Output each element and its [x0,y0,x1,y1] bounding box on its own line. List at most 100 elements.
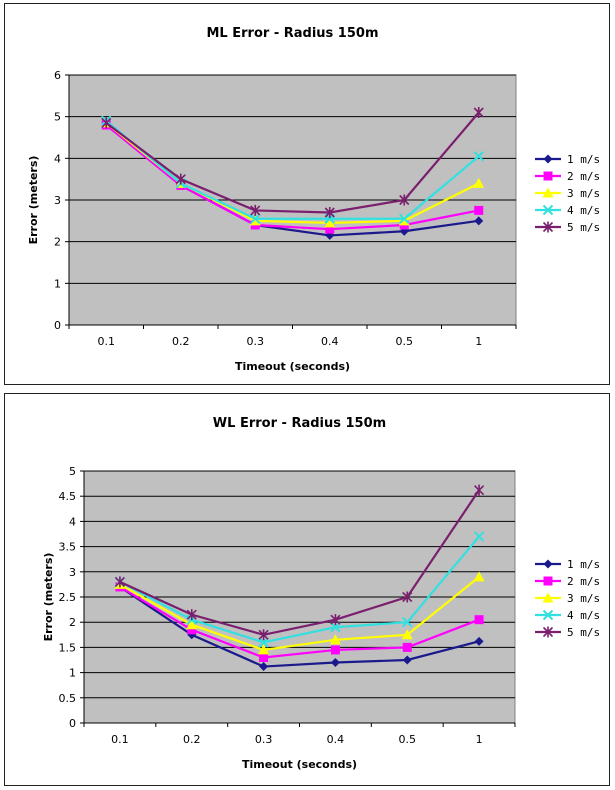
series-line [119,535,480,644]
data-point [473,571,485,582]
legend-label: 1 m/s [567,558,600,571]
y-tick-label: 2.5 [59,591,77,604]
y-tick-label: 4 [69,515,76,528]
x-tick-label: 0.1 [111,733,129,746]
series-5 [114,484,485,641]
legend-item: 2 m/s [535,575,600,588]
x-tick-label: 0.5 [399,733,417,746]
data-point [399,213,410,224]
data-point [258,637,269,648]
x-tick-label: 0.5 [396,335,414,348]
y-tick-label: 2 [54,236,61,249]
legend-marker [542,187,554,198]
data-point [250,204,261,216]
chart-title: WL Error - Radius 150m [213,416,386,431]
legend-label: 4 m/s [567,204,600,217]
legend-label: 2 m/s [567,575,600,588]
legend-item: 5 m/s [535,221,600,234]
legend-label: 5 m/s [567,626,600,639]
data-point [187,630,197,640]
y-tick-label: 1 [54,277,61,290]
legend-item: 4 m/s [535,609,600,622]
legend-marker [542,626,554,638]
y-tick-label: 3.5 [59,541,77,554]
data-point [258,629,269,641]
data-point [474,615,484,625]
legend-item: 2 m/s [535,170,600,183]
ml-error-chart-panel: ML Error - Radius 150m 0 1 2 3 4 5 6 0.1 0.2 0.3 0.… [4,3,610,385]
data-point [474,636,484,646]
ml-error-chart: ML Error - Radius 150m 0 1 2 3 4 5 6 0.1 0.2 0.3 0.… [27,26,600,373]
wl-error-chart: WL Error - Radius 150m 0 0.5 1 1.5 2 2.5 3 3.5 4 4… [42,416,600,771]
legend-label: 4 m/s [567,609,600,622]
legend-item: 3 m/s [535,592,600,605]
data-point [325,224,335,234]
data-point [259,652,269,662]
data-point [259,662,269,672]
legend-label: 3 m/s [567,592,600,605]
data-point [473,177,485,188]
data-point [258,644,270,655]
data-point [330,658,340,668]
y-tick-label: 5 [69,465,76,478]
data-point [186,609,197,621]
data-point [402,591,413,603]
data-point [186,619,198,630]
data-point [175,173,186,185]
data-point [330,645,340,655]
y-tick-label: 3 [69,566,76,579]
legend-label: 2 m/s [567,170,600,183]
data-point [402,616,413,628]
legend-item: 4 m/s [535,204,600,217]
legend-item: 1 m/s [535,153,600,166]
chart-title: ML Error - Radius 150m [207,26,379,41]
data-point [399,194,410,206]
x-tick-label: 1 [475,335,482,348]
wl-error-chart-panel: WL Error - Radius 150m 0 0.5 1 1.5 2 2.5 3 3.5 4 4… [4,393,610,786]
y-tick-label: 5 [54,111,61,124]
x-axis-label: Timeout (seconds) [242,758,357,771]
y-tick-label: 0.5 [59,692,77,705]
x-tick-label: 0.2 [183,733,201,746]
data-point [474,205,484,215]
legend-label: 5 m/s [567,221,600,234]
legend-label: 3 m/s [567,187,600,200]
series-line [119,489,480,636]
x-tick-label: 0.4 [321,335,339,348]
y-tick-label: 0 [54,319,61,332]
y-tick-label: 4.5 [59,490,77,503]
x-tick-label: 0.3 [255,733,273,746]
legend-label: 1 m/s [567,153,600,166]
x-tick-label: 0.1 [98,335,116,348]
legend-marker [542,204,554,216]
y-tick-label: 2 [69,616,76,629]
data-point [474,216,484,226]
series-line [105,119,480,220]
data-point [324,217,336,228]
data-point [330,614,341,626]
series-line [119,585,480,659]
legend-marker [542,609,554,621]
y-tick-label: 4 [54,152,61,165]
y-tick-label: 0 [69,717,76,730]
y-tick-label: 1.5 [59,641,77,654]
x-tick-label: 0.2 [172,335,190,348]
data-point [324,207,335,218]
legend-marker [543,154,553,164]
data-point [402,655,412,665]
series-3 [114,571,485,655]
data-point [473,151,484,162]
legend-marker [543,171,553,181]
data-point [474,484,485,496]
y-tick-label: 1 [69,667,76,680]
series-line [105,124,479,231]
data-point [330,622,341,633]
data-point [401,629,413,640]
data-point [329,634,341,645]
legend-item: 3 m/s [535,187,600,200]
data-point [473,531,485,542]
legend-marker [543,576,553,586]
y-tick-label: 3 [54,194,61,207]
x-tick-label: 0.4 [327,733,345,746]
legend-marker [543,559,553,569]
